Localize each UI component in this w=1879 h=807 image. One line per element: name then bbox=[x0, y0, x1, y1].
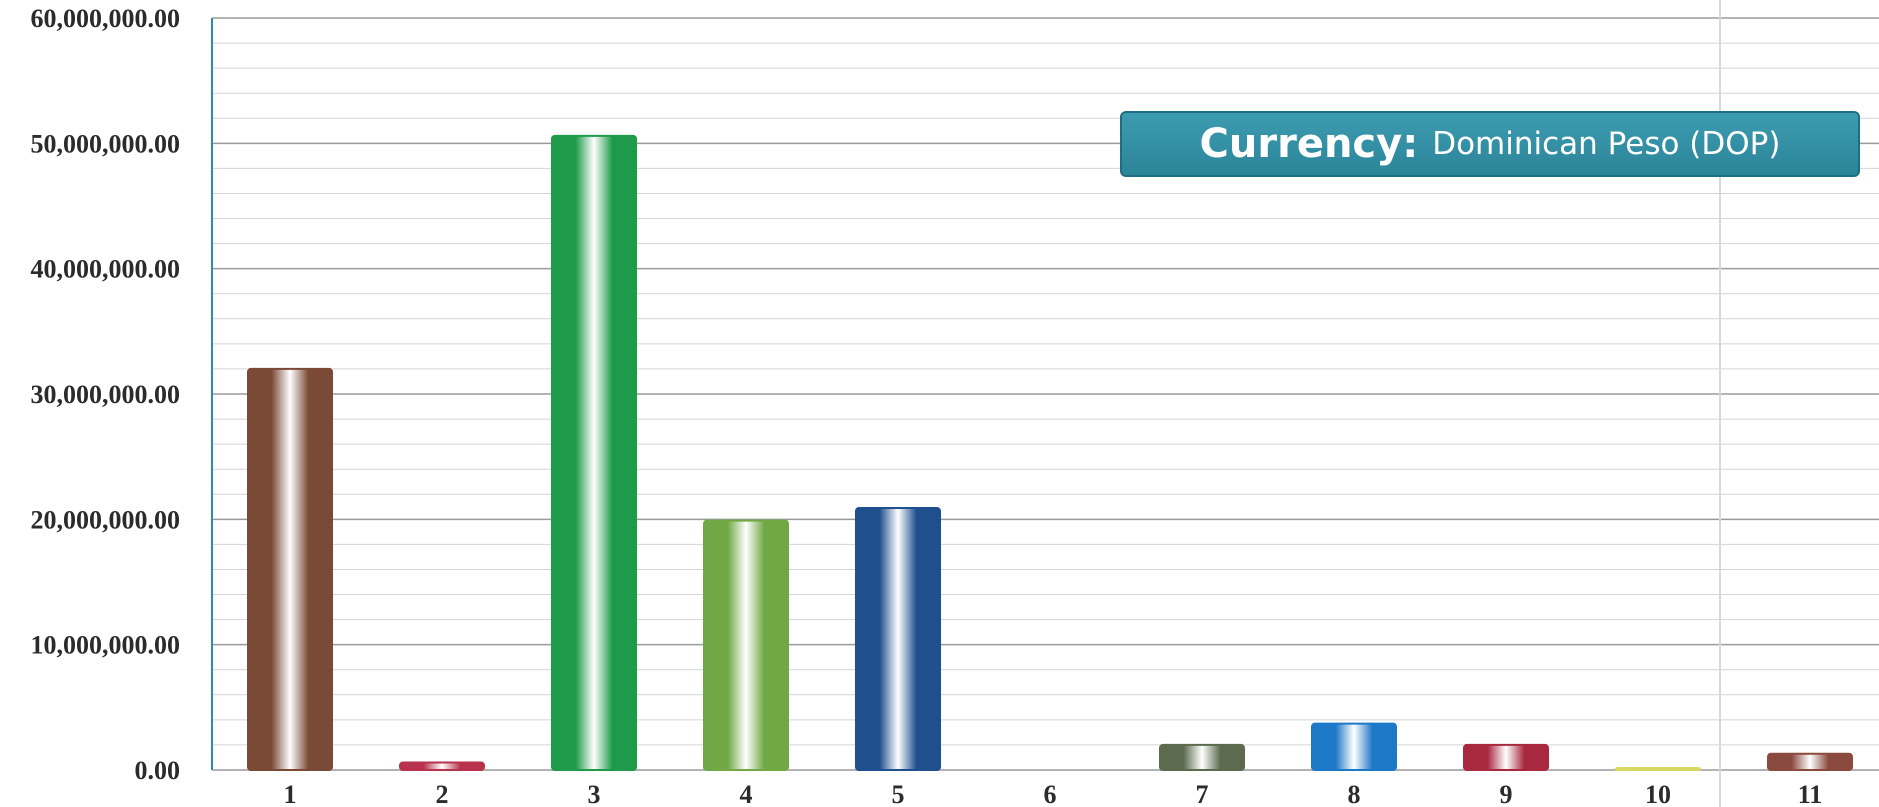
x-tick-label: 8 bbox=[1348, 780, 1361, 807]
bar-9 bbox=[1463, 743, 1549, 772]
y-tick-label: 50,000,000.00 bbox=[31, 129, 181, 158]
x-tick-label: 7 bbox=[1196, 780, 1209, 807]
x-tick-label: 6 bbox=[1044, 780, 1057, 807]
y-tick-labels: 0.00 10,000,000.00 20,000,000.00 30,000,000… bbox=[31, 4, 181, 785]
x-tick-label: 5 bbox=[892, 780, 905, 807]
bar-1 bbox=[247, 367, 333, 771]
x-tick-label: 4 bbox=[740, 780, 753, 807]
y-tick-label: 0.00 bbox=[135, 756, 181, 785]
y-tick-label: 10,000,000.00 bbox=[31, 631, 181, 660]
x-tick-label: 9 bbox=[1500, 780, 1513, 807]
x-tick-labels: 1 2 3 4 5 6 7 8 9 10 11 bbox=[284, 780, 1823, 807]
x-tick-label: 11 bbox=[1798, 780, 1823, 807]
y-tick-label: 20,000,000.00 bbox=[31, 505, 181, 534]
bar-4 bbox=[703, 519, 789, 771]
bar-11 bbox=[1767, 752, 1853, 771]
x-tick-label: 3 bbox=[588, 780, 601, 807]
bar-3 bbox=[551, 134, 637, 771]
x-tick-label: 2 bbox=[436, 780, 449, 807]
y-tick-label: 40,000,000.00 bbox=[31, 255, 181, 284]
bar-7 bbox=[1159, 743, 1245, 772]
bar-8 bbox=[1311, 722, 1397, 771]
bar-2 bbox=[399, 761, 485, 771]
bar-5 bbox=[855, 507, 941, 771]
y-tick-label: 30,000,000.00 bbox=[31, 380, 181, 409]
bars bbox=[247, 134, 1853, 772]
y-tick-label: 60,000,000.00 bbox=[31, 4, 181, 33]
x-tick-label: 1 bbox=[284, 780, 297, 807]
currency-annotation-label: Currency: bbox=[1199, 121, 1419, 167]
x-tick-label: 10 bbox=[1645, 780, 1671, 807]
currency-annotation: Currency: Dominican Peso (DOP) bbox=[1120, 111, 1860, 177]
currency-annotation-value: Dominican Peso (DOP) bbox=[1432, 126, 1781, 162]
bar-10 bbox=[1615, 767, 1701, 771]
